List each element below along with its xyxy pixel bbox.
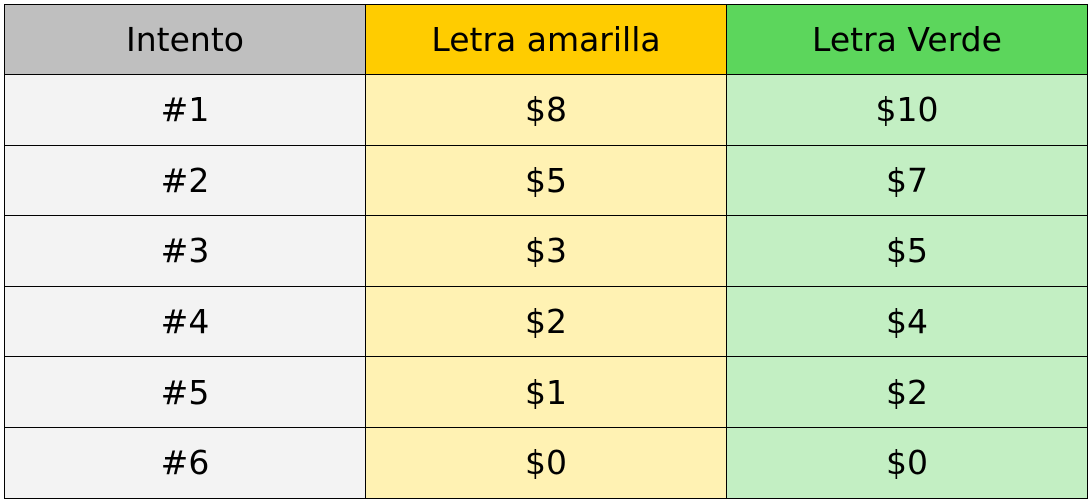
header-letra-verde: Letra Verde [726, 4, 1088, 75]
cell-letra-verde: $5 [726, 215, 1088, 287]
cell-letra-verde: $0 [726, 426, 1088, 499]
table-row: #4 $2 $4 [4, 285, 1088, 358]
cell-letra-amarilla: $2 [365, 285, 727, 358]
cell-letra-verde: $10 [726, 74, 1088, 146]
cell-letra-amarilla: $0 [365, 426, 727, 499]
cell-letra-verde: $4 [726, 285, 1088, 358]
header-letra-amarilla: Letra amarilla [365, 4, 727, 75]
table-row: #1 $8 $10 [4, 74, 1088, 146]
table-row: #3 $3 $5 [4, 215, 1088, 287]
prize-table: Intento Letra amarilla Letra Verde #1 $8… [4, 4, 1088, 499]
table-header-row: Intento Letra amarilla Letra Verde [4, 4, 1088, 75]
cell-intento: #4 [4, 285, 366, 358]
cell-intento: #3 [4, 215, 366, 287]
table-row: #2 $5 $7 [4, 144, 1088, 217]
cell-letra-amarilla: $8 [365, 74, 727, 146]
cell-letra-amarilla: $3 [365, 215, 727, 287]
table-row: #5 $1 $2 [4, 356, 1088, 428]
cell-intento: #6 [4, 426, 366, 499]
header-intento: Intento [4, 4, 366, 75]
cell-letra-amarilla: $5 [365, 144, 727, 217]
cell-letra-verde: $7 [726, 144, 1088, 217]
cell-letra-amarilla: $1 [365, 356, 727, 428]
cell-intento: #5 [4, 356, 366, 428]
cell-intento: #2 [4, 144, 366, 217]
cell-letra-verde: $2 [726, 356, 1088, 428]
prize-table-container: Intento Letra amarilla Letra Verde #1 $8… [4, 4, 1088, 499]
table-row: #6 $0 $0 [4, 426, 1088, 499]
cell-intento: #1 [4, 74, 366, 146]
